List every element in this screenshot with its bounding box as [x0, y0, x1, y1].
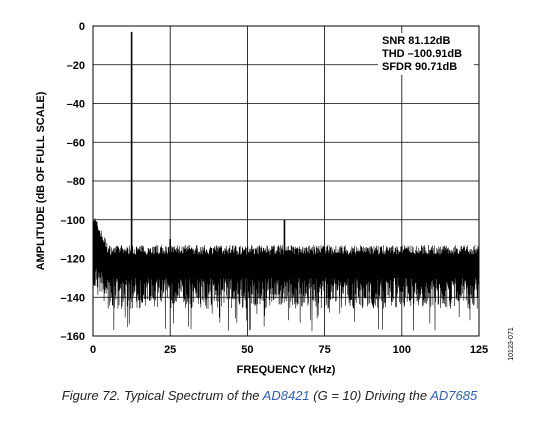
noise-floor-trace: [92, 218, 480, 332]
spectral-peaks: [130, 31, 443, 263]
metric-line: SNR 81.12dB: [382, 35, 451, 47]
y-tick-label: –140: [61, 292, 85, 304]
caption-prefix: Figure 72. Typical Spectrum of the: [61, 388, 263, 403]
y-tick-label: –20: [67, 60, 85, 72]
y-tick-label: –120: [61, 254, 85, 266]
y-tick-label: –160: [61, 331, 85, 343]
ad8421-link[interactable]: AD8421: [262, 388, 310, 403]
x-tick-label: 75: [318, 344, 330, 356]
x-tick-label: 50: [241, 344, 253, 356]
x-axis-ticks: 0 25 50 75 100 125: [90, 344, 488, 356]
y-tick-label: –60: [67, 137, 85, 149]
x-tick-label: 100: [393, 344, 411, 356]
figure-caption: Figure 72. Typical Spectrum of the AD842…: [0, 388, 539, 403]
y-tick-label: –40: [67, 99, 85, 111]
plot-frame: [92, 25, 480, 337]
x-tick-label: 25: [164, 344, 176, 356]
x-axis-label: FREQUENCY (kHz): [237, 364, 336, 376]
metric-line: SFDR 90.71dB: [382, 61, 457, 73]
y-tick-label: –80: [67, 176, 85, 188]
metrics-background: [378, 33, 474, 75]
y-tick-label: 0: [79, 21, 85, 33]
ad7685-link[interactable]: AD7685: [430, 388, 478, 403]
y-axis-label: AMPLITUDE (dB OF FULL SCALE): [35, 91, 47, 270]
caption-middle: (G = 10) Driving the: [309, 388, 431, 403]
metric-line: THD –100.91dB: [382, 48, 462, 60]
figure-id: 10123-071: [508, 327, 515, 361]
y-axis-ticks: 0 –20 –40 –60 –80 –100 –120 –140 –160: [61, 21, 85, 343]
y-tick-label: –100: [61, 215, 85, 227]
x-tick-label: 125: [470, 344, 488, 356]
x-tick-label: 0: [90, 344, 96, 356]
